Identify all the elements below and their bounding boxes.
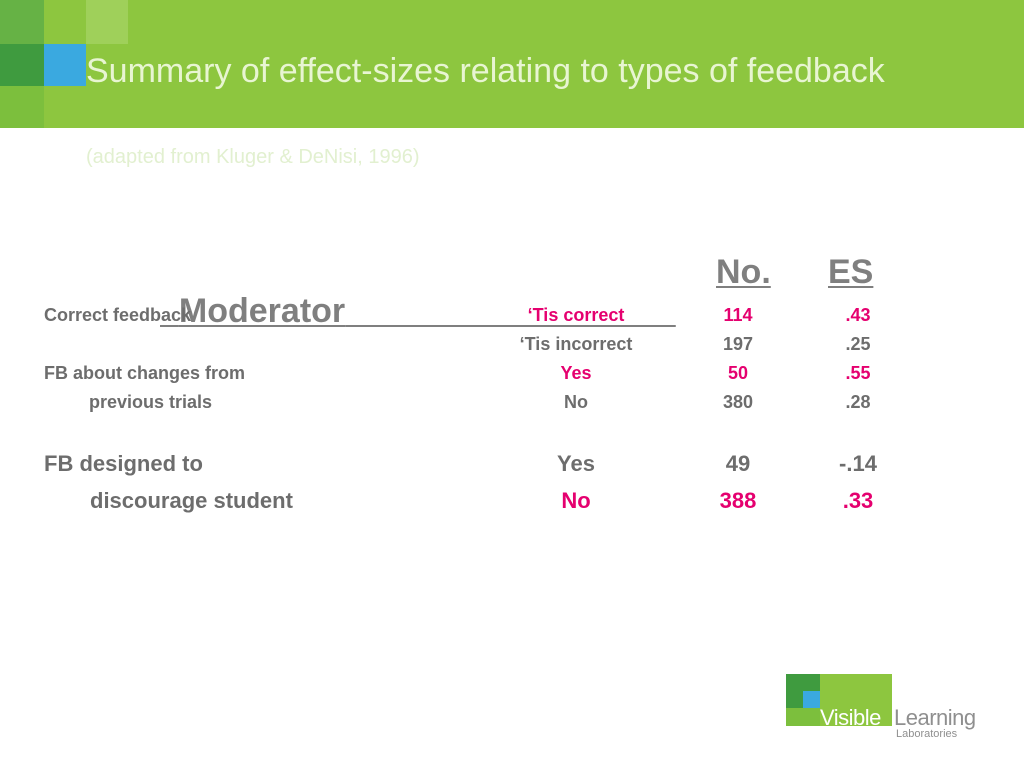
row5-es: -.14 — [839, 451, 877, 476]
header-es: ES — [828, 253, 874, 291]
decor-square-top — [86, 0, 128, 44]
logo-square-blue — [803, 691, 820, 708]
logo-word-learning: Learning — [894, 705, 976, 730]
row6-moderator: discourage student — [90, 488, 293, 513]
row6-no: 388 — [719, 488, 757, 513]
row3-condition: Yes — [560, 363, 592, 383]
header-no: No. — [716, 253, 771, 291]
row2-condition: ‘Tis incorrect — [519, 334, 633, 354]
row3-moderator: FB about changes from — [44, 363, 246, 383]
row6-es: .33 — [842, 488, 874, 513]
row5-moderator: FB designed to — [44, 451, 203, 476]
slide-subtitle: (adapted from Kluger & DeNisi, 1996) — [86, 146, 420, 168]
row2-no: 197 — [722, 334, 754, 354]
decor-square-green — [0, 44, 44, 86]
logo-word-visible: Visible — [820, 705, 881, 730]
row3-no: 50 — [727, 363, 749, 383]
header-moderator-label: Moderator — [178, 292, 346, 330]
logo-square-mid — [786, 708, 820, 726]
slide-title: Summary of effect-sizes relating to type… — [86, 52, 885, 90]
row1-no: 114 — [723, 305, 753, 325]
row4-condition: No — [564, 392, 588, 412]
row4-moderator: previous trials — [89, 392, 213, 412]
row5-condition: Yes — [557, 451, 595, 476]
header-moderator: Moderator — [160, 253, 720, 331]
row6-condition: No — [561, 488, 591, 513]
row1-es: .43 — [845, 305, 871, 325]
row5-no: 49 — [725, 451, 751, 476]
logo-square-light — [820, 674, 892, 726]
row1-condition: ‘Tis correct — [527, 305, 625, 325]
header-underline-fill — [345, 292, 676, 330]
row1-moderator: Correct feedback — [44, 305, 192, 325]
logo-word-laboratories: Laboratories — [896, 728, 958, 740]
decor-square-blue — [44, 44, 86, 86]
decor-square-mid — [44, 0, 86, 44]
visible-learning-logo — [786, 674, 986, 744]
row2-es: .25 — [845, 334, 871, 354]
row4-es: .28 — [845, 392, 871, 412]
row4-no: 380 — [722, 392, 754, 412]
decor-square-bottom — [0, 86, 44, 128]
header-band — [0, 0, 1024, 128]
decor-square-dark — [0, 0, 44, 44]
row3-es: .55 — [845, 363, 871, 383]
